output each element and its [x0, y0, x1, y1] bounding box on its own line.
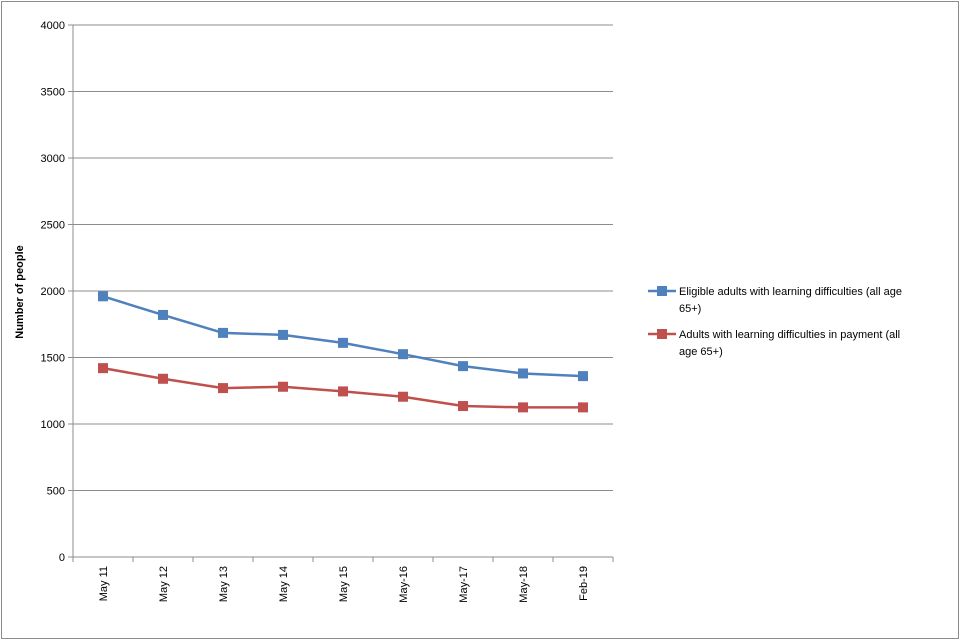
- x-tick-label: May-17: [458, 566, 470, 603]
- y-tick-label: 2500: [41, 220, 65, 232]
- legend-swatch-marker: [657, 329, 667, 339]
- data-point: [218, 327, 228, 338]
- gridlines: [68, 24, 613, 558]
- series-line-1: [102, 295, 584, 378]
- legend-label: age 65+): [679, 346, 723, 358]
- data-point: [158, 309, 168, 320]
- y-tick-label: 0: [59, 552, 65, 564]
- series-lines: [98, 291, 588, 413]
- legend-label: Adults with learning difficulties in pay…: [679, 329, 900, 341]
- x-tick-label: May 12: [158, 566, 170, 602]
- data-point: [218, 383, 228, 394]
- data-point: [278, 329, 288, 340]
- data-point: [398, 391, 408, 402]
- y-tick-label: 3500: [41, 87, 65, 99]
- y-tick-label: 500: [47, 486, 65, 498]
- x-tick-label: May 14: [278, 566, 290, 602]
- data-point: [518, 402, 528, 413]
- legend-label: Eligible adults with learning difficulti…: [679, 286, 902, 298]
- data-point: [458, 401, 468, 412]
- y-tick-label: 2000: [41, 286, 65, 298]
- data-point: [338, 386, 348, 397]
- y-axis-label: Number of people: [14, 245, 26, 339]
- y-tick-label: 3000: [41, 153, 65, 165]
- x-tick-labels: May 11 May 12 May 13 May 14 May 15 May-16 May-…: [98, 566, 590, 603]
- y-tick-label: 1500: [41, 353, 65, 365]
- y-tick-labels: 0 500 1000 1500 2000 2500 3000 3500 4000: [41, 20, 65, 564]
- x-tick-label: May 15: [338, 566, 350, 602]
- axes: [72, 25, 614, 562]
- data-point: [518, 368, 528, 379]
- x-tick-label: May 11: [98, 566, 110, 601]
- data-point: [578, 371, 588, 382]
- y-tick-label: 4000: [41, 20, 65, 32]
- data-point: [158, 373, 168, 384]
- data-point: [398, 349, 408, 360]
- y-tick-label: 1000: [41, 419, 65, 431]
- data-point: [278, 381, 288, 392]
- x-tick-label: May 13: [218, 566, 230, 602]
- legend-swatch-marker: [657, 286, 667, 296]
- data-point: [98, 363, 108, 374]
- data-point: [98, 291, 108, 302]
- data-point: [578, 402, 588, 413]
- x-tick-label: May-18: [518, 566, 530, 603]
- x-tick-label: May-16: [398, 566, 410, 603]
- legend-label: 65+): [679, 303, 701, 315]
- legend: Eligible adults with learning difficulti…: [648, 286, 902, 358]
- data-point: [338, 337, 348, 348]
- data-point: [458, 361, 468, 372]
- x-tick-label: Feb-19: [578, 566, 590, 601]
